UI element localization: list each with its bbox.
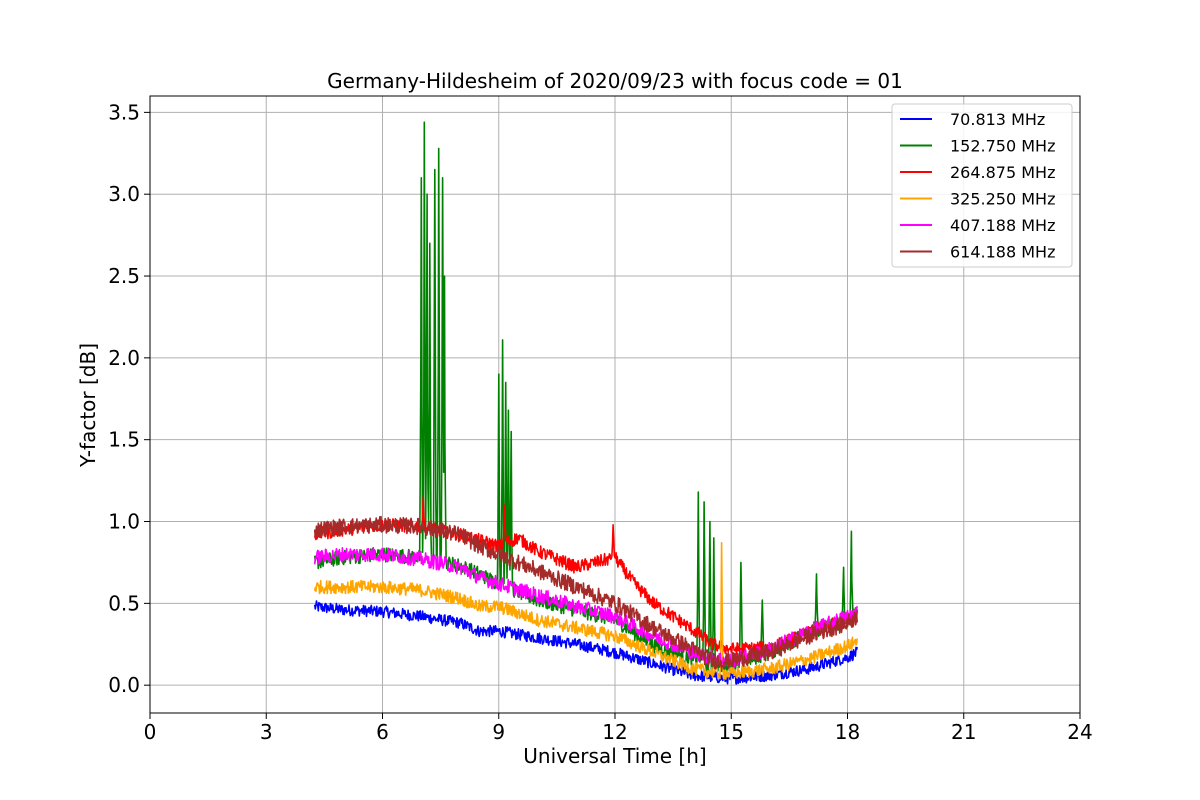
y-axis-label: Y-factor [dB] <box>76 343 100 468</box>
y-tick-label: 1.0 <box>108 510 140 534</box>
x-tick-label: 9 <box>492 720 505 744</box>
legend-box <box>891 103 1073 268</box>
y-tick-label: 3.0 <box>108 182 140 206</box>
series-line-325-250-mhz <box>313 541 858 680</box>
x-tick-label: 24 <box>1067 720 1092 744</box>
x-tick-label: 18 <box>835 720 860 744</box>
legend-entry: 407.188 MHz <box>950 216 1055 235</box>
x-tick-label: 21 <box>951 720 976 744</box>
y-tick-label: 0.5 <box>108 591 140 615</box>
x-axis-label: Universal Time [h] <box>523 744 706 768</box>
series-line-407-188-mhz <box>313 546 858 668</box>
x-axis-ticks: 0 3 6 9 12 15 18 21 24 <box>144 713 1093 744</box>
y-tick-label: 0.0 <box>108 673 140 697</box>
y-tick-label: 2.5 <box>108 264 140 288</box>
x-tick-label: 12 <box>602 720 627 744</box>
chart-title: Germany-Hildesheim of 2020/09/23 with fo… <box>327 69 903 93</box>
legend-entry: 264.875 MHz <box>950 163 1055 182</box>
y-axis-ticks: 0.0 0.5 1.0 1.5 2.0 2.5 3.0 3.5 <box>108 100 150 697</box>
series-line-614-188-mhz <box>313 515 858 670</box>
x-tick-label: 3 <box>260 720 273 744</box>
series-group <box>313 121 858 685</box>
legend-entry: 70.813 MHz <box>950 110 1045 129</box>
legend: 70.813 MHz 152.750 MHz 264.875 MHz 325.250 … <box>891 103 1073 268</box>
y-tick-label: 2.0 <box>108 346 140 370</box>
x-tick-label: 0 <box>144 720 157 744</box>
legend-entry: 614.188 MHz <box>950 243 1055 262</box>
x-tick-label: 6 <box>376 720 389 744</box>
legend-entry: 152.750 MHz <box>950 137 1055 156</box>
y-tick-label: 1.5 <box>108 428 140 452</box>
x-tick-label: 15 <box>719 720 744 744</box>
series-line-70-813-mhz <box>313 600 858 685</box>
legend-entry: 325.250 MHz <box>950 190 1055 209</box>
y-tick-label: 3.5 <box>108 100 140 124</box>
